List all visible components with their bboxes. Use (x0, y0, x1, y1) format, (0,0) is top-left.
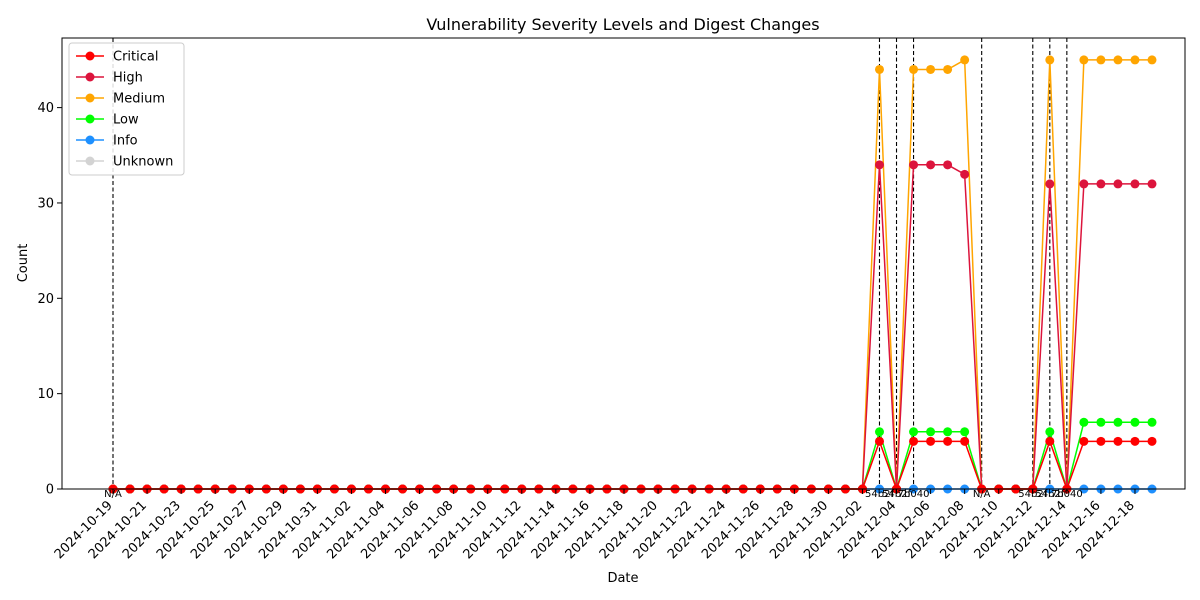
legend-label: Medium (113, 92, 165, 107)
data-point (926, 436, 936, 446)
x-axis-label: Date (607, 571, 638, 586)
data-point (909, 64, 919, 74)
data-point (1130, 417, 1140, 427)
y-axis-label: Count (16, 244, 31, 283)
data-point (874, 160, 884, 170)
data-point (960, 169, 970, 179)
legend: Critical High Medium Low Info Unknown (68, 42, 185, 176)
legend-item: Medium (76, 92, 165, 107)
data-point (943, 436, 953, 446)
y-tick-label: 0 (46, 483, 54, 498)
data-point (943, 64, 953, 74)
chart-title: Vulnerability Severity Levels and Digest… (426, 15, 819, 34)
data-point (960, 436, 970, 446)
data-point (1079, 417, 1089, 427)
data-point (1130, 55, 1140, 65)
data-point (960, 55, 970, 65)
data-point (1113, 436, 1123, 446)
legend-swatch-marker (85, 156, 95, 166)
data-point (926, 64, 936, 74)
series-layer (108, 55, 1157, 494)
y-tick-label: 10 (37, 387, 54, 402)
data-point (960, 427, 970, 437)
data-point (943, 160, 953, 170)
data-point (909, 160, 919, 170)
series-line (113, 421, 1153, 492)
data-point (1096, 179, 1106, 189)
y-axis-ticks: 0 10 20 30 40 (37, 101, 62, 498)
data-point (1130, 436, 1140, 446)
series-line (113, 58, 1153, 490)
data-point (909, 427, 919, 437)
data-point (874, 436, 884, 446)
digest-label: 7b040 (898, 489, 930, 500)
data-point (1096, 436, 1106, 446)
digest-label: 54b2f (865, 489, 894, 500)
digest-change-markers (112, 38, 1068, 489)
data-point (1096, 55, 1106, 65)
y-tick-label: 40 (37, 101, 54, 116)
legend-item: High (76, 71, 143, 86)
series-critical (108, 436, 1157, 494)
legend-swatch-marker (85, 114, 95, 124)
data-point (1096, 417, 1106, 427)
data-point (874, 427, 884, 437)
y-tick-label: 20 (37, 292, 54, 307)
legend-label: Unknown (113, 155, 173, 170)
data-point (1079, 55, 1089, 65)
plot-frame (61, 37, 1186, 490)
legend-label: Critical (113, 50, 158, 65)
y-tick-label: 30 (37, 196, 54, 211)
data-point (874, 64, 884, 74)
digest-label: 54b2f (1035, 489, 1064, 500)
data-point (926, 160, 936, 170)
digest-label: 54b2f (1018, 489, 1047, 500)
series-line (113, 164, 1153, 490)
data-point (1113, 417, 1123, 427)
data-point (943, 427, 953, 437)
digest-label: N/A (104, 489, 122, 500)
legend-label: Info (113, 134, 138, 149)
legend-box (68, 42, 185, 176)
digest-label: N/A (973, 489, 991, 500)
data-point (1045, 179, 1055, 189)
series-low (108, 417, 1157, 494)
legend-item: Unknown (76, 155, 173, 170)
data-point (926, 427, 936, 437)
axes (61, 37, 1186, 490)
legend-swatch-marker (85, 51, 95, 61)
data-point (1045, 55, 1055, 65)
data-point (1113, 55, 1123, 65)
legend-swatch-marker (85, 72, 95, 82)
legend-item: Low (76, 113, 139, 128)
legend-swatch-marker (85, 93, 95, 103)
digest-label: 54b2f (882, 489, 911, 500)
data-point (1147, 179, 1157, 189)
legend-swatch-marker (85, 135, 95, 145)
data-point (1113, 179, 1123, 189)
data-point (1147, 436, 1157, 446)
data-point (909, 436, 919, 446)
legend-item: Critical (76, 50, 158, 65)
data-point (1147, 55, 1157, 65)
legend-label: Low (113, 113, 139, 128)
legend-label: High (113, 71, 143, 86)
data-point (1079, 179, 1089, 189)
series-line (113, 439, 1153, 492)
data-point (1147, 417, 1157, 427)
data-point (1079, 436, 1089, 446)
data-point (1045, 436, 1055, 446)
data-point (1130, 179, 1140, 189)
series-high (108, 160, 1157, 494)
data-point (1045, 427, 1055, 437)
legend-item: Info (76, 134, 138, 149)
digest-label: 7b040 (1051, 489, 1083, 500)
series-medium (108, 55, 1157, 494)
